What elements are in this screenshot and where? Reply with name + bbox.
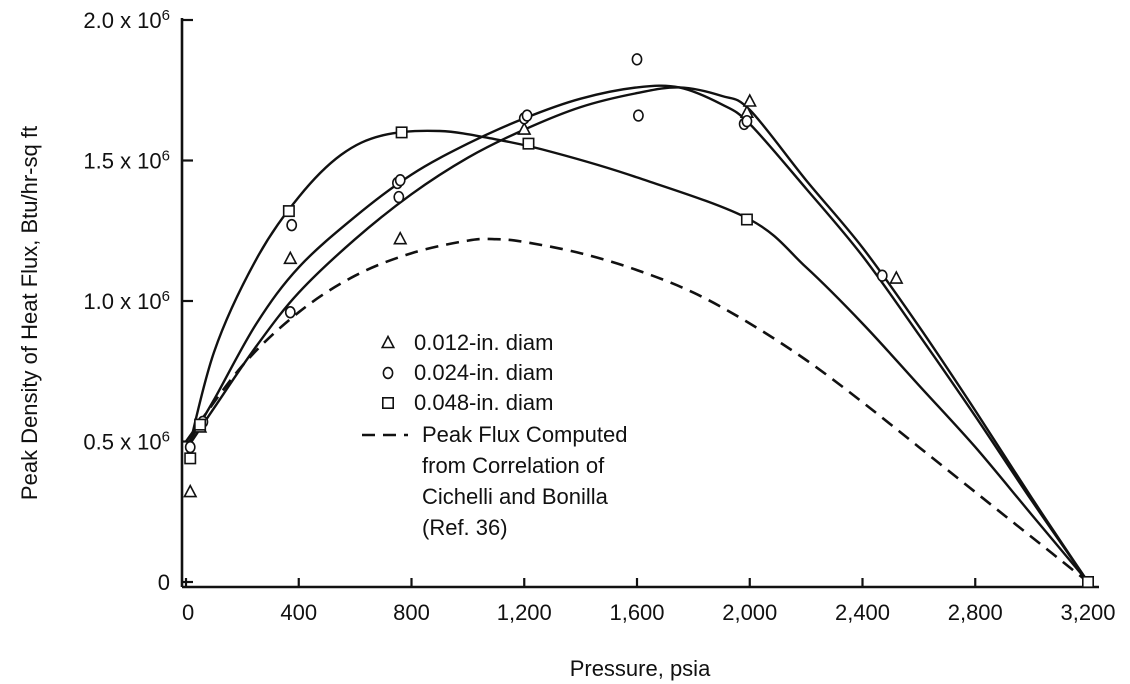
fit-curve-0-024-in-diam	[184, 84, 1089, 583]
legend-triangle-marker	[380, 334, 396, 349]
triangle-point	[393, 230, 408, 245]
x-tick-label: 1,600	[609, 600, 664, 625]
square-point	[282, 205, 295, 218]
legend-label: Peak Flux Computed	[422, 422, 627, 447]
y-tick-label: 1.5 x 106	[83, 147, 170, 174]
fit-curve-0-048-in-diam	[184, 129, 1089, 583]
legend-square-marker	[381, 396, 394, 409]
legend-label: Cichelli and Bonilla	[422, 484, 609, 509]
circle-point	[633, 109, 644, 122]
legend-item-2: 0.048-in. diam	[381, 390, 553, 415]
triangle-point	[742, 93, 757, 107]
y-tick-label: 0.5 x 106	[83, 428, 170, 455]
x-tick-label: 2,800	[948, 600, 1003, 625]
square-point	[194, 418, 207, 431]
fit-curves	[184, 84, 1089, 584]
data-markers	[183, 53, 1095, 588]
fit-curve-0-012-in-diam	[185, 86, 1089, 583]
legend-label: 0.024-in. diam	[414, 360, 553, 385]
legend-item-0: 0.012-in. diam	[380, 330, 553, 355]
correlation-dashed-curve	[184, 237, 1089, 584]
circle-point	[393, 190, 405, 204]
circle-point	[284, 306, 296, 319]
y-tick-label: 2.0 x 106	[83, 7, 170, 34]
x-tick-label: 400	[280, 600, 317, 625]
x-axis-title: Pressure, psia	[570, 656, 711, 681]
square-point	[1082, 575, 1095, 588]
circle-point	[521, 109, 533, 122]
x-tick-label: 1,200	[497, 600, 552, 625]
legend-label: (Ref. 36)	[422, 515, 508, 540]
y-tick-label: 0	[158, 570, 170, 595]
circle-point	[286, 218, 298, 232]
triangle-point	[517, 121, 532, 135]
circle-point	[394, 173, 406, 187]
circle-point	[184, 440, 196, 454]
legend-circle-marker	[382, 366, 394, 380]
axes	[180, 18, 1099, 589]
legend-label: 0.048-in. diam	[414, 390, 553, 415]
square-point	[522, 137, 535, 150]
legend-item-1: 0.024-in. diam	[382, 360, 553, 385]
x-tick-label: 2,000	[722, 600, 777, 625]
x-tick-label: 2,400	[835, 600, 890, 625]
circle-point	[741, 114, 753, 128]
y-axis-title: Peak Density of Heat Flux, Btu/hr-sq ft	[17, 126, 42, 500]
square-point	[740, 213, 753, 226]
ticks: 0 400 800 1,200 1,600 2,000 2,400 2,800 3,200 0 0.…	[83, 7, 1115, 626]
triangle-point	[889, 270, 904, 284]
square-point	[395, 126, 408, 139]
x-tick-label: 800	[393, 600, 430, 625]
y-tick-label: 1.0 x 106	[83, 288, 170, 315]
legend: 0.012-in. diam 0.024-in. diam 0.048-in. di…	[362, 330, 627, 540]
circle-point	[876, 269, 888, 282]
square-point	[184, 452, 197, 465]
triangle-point	[283, 250, 298, 265]
legend-item-3: Peak Flux Computed from Correlation of Cic…	[362, 422, 627, 540]
legend-label: from Correlation of	[422, 453, 605, 478]
x-tick-label: 3,200	[1060, 600, 1115, 625]
circle-point	[631, 53, 643, 66]
triangle-point	[183, 483, 198, 498]
legend-label: 0.012-in. diam	[414, 330, 553, 355]
x-tick-label: 0	[182, 600, 194, 625]
